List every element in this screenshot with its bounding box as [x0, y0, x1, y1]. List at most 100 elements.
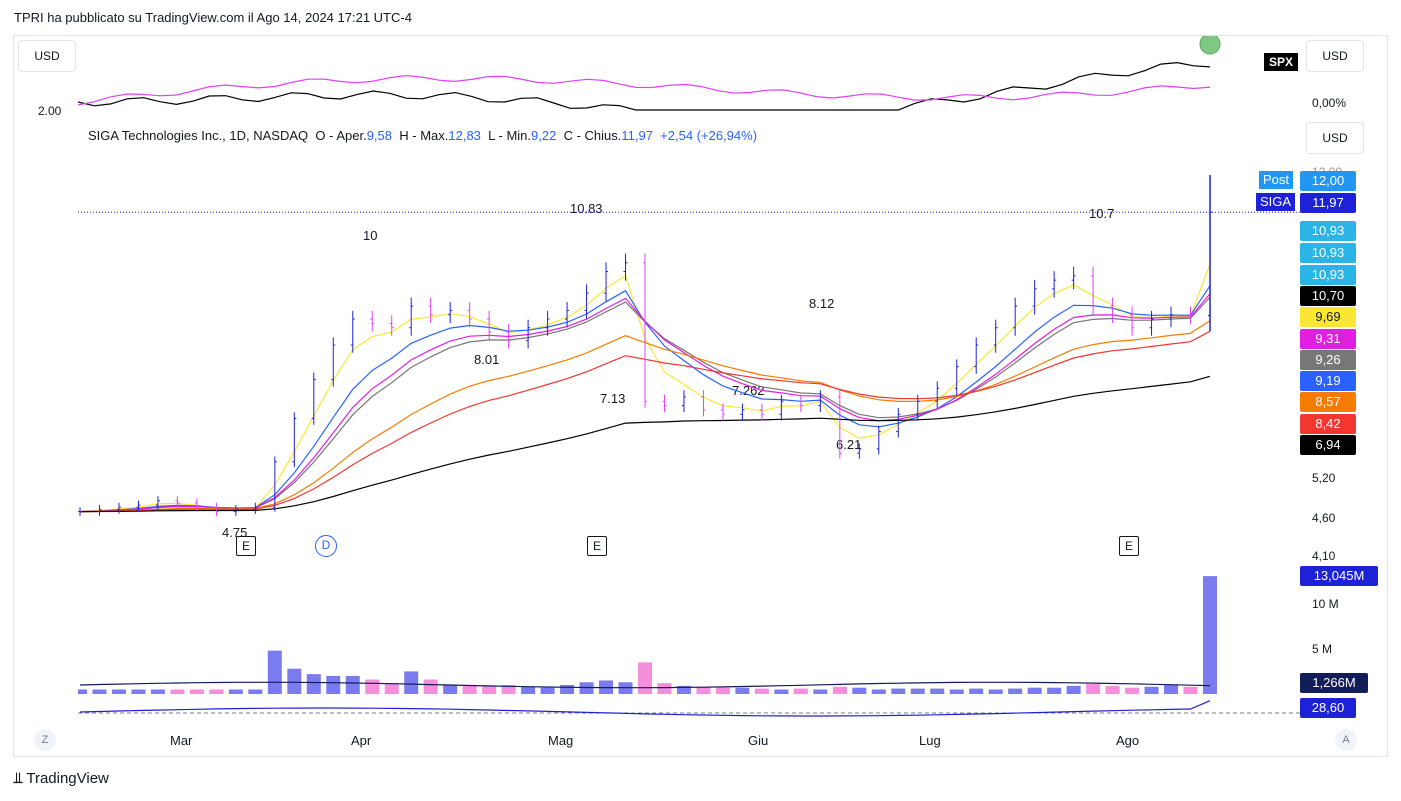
auto-scale-button[interactable]: A — [1335, 729, 1357, 751]
volume-bar — [384, 683, 399, 694]
price-badge: 11,97 — [1300, 193, 1356, 213]
volume-bar — [131, 689, 146, 694]
legend-high-label: H - Max. — [399, 128, 449, 143]
timezone-button[interactable]: Z — [34, 729, 56, 751]
price-badge: 10,93 — [1300, 243, 1356, 263]
legend-low-label: L - Min. — [488, 128, 532, 143]
volume-bar — [462, 684, 477, 694]
price-badge: 8,42 — [1300, 414, 1356, 434]
volume-bar — [1027, 687, 1042, 694]
compare-usd-right-button[interactable]: USD — [1306, 40, 1364, 72]
volume-bar — [988, 689, 1003, 694]
tradingview-brand: ⫫ TradingView — [14, 770, 109, 787]
month-label-mag: Mag — [548, 733, 574, 748]
volume-bar — [1164, 684, 1179, 694]
volume-bar — [754, 688, 769, 694]
annotation-apr-low: 8.01 — [474, 352, 500, 367]
spx-compare-line — [78, 74, 1211, 106]
annotation-may-low: 7.13 — [600, 391, 626, 406]
ma-black-line — [79, 375, 1211, 513]
axis-tick-5-20: 5,20 — [1312, 471, 1336, 485]
spx-symbol-tag: SPX — [1264, 53, 1298, 71]
volume-bar — [443, 684, 458, 694]
volume-bar — [930, 688, 945, 694]
volume-bar — [287, 668, 302, 694]
volume-bar — [1086, 684, 1101, 694]
post-tag: Post — [1259, 171, 1294, 189]
volume-bar — [189, 689, 204, 694]
volume-tick-5m: 5 M — [1312, 642, 1333, 656]
compare-end-marker — [1199, 36, 1221, 55]
volume-bar — [871, 689, 886, 694]
annotation-jun-high: 8.12 — [809, 296, 835, 311]
siga-tag: SIGA — [1256, 193, 1296, 211]
compare-chart — [78, 36, 1221, 111]
volume-bar — [793, 688, 808, 694]
volume-bar — [715, 687, 730, 694]
volume-bar — [267, 650, 282, 694]
publish-header: TPRI ha pubblicato su TradingView.com il… — [14, 10, 412, 25]
volume-bar — [774, 689, 789, 694]
volume-bar — [638, 662, 652, 694]
volume-bar — [423, 679, 438, 694]
legend-open-label: O - Aper. — [315, 128, 367, 143]
oscillator-badge: 28,60 — [1300, 698, 1356, 718]
volume-bar — [150, 689, 165, 694]
volume-bar — [1105, 685, 1120, 694]
compare-left-value: 2.00 — [38, 104, 62, 118]
volume-bar — [501, 684, 516, 694]
axis-tick-4-60: 4,60 — [1312, 511, 1336, 525]
volume-bar — [852, 687, 867, 694]
price-badge: 10,70 — [1300, 286, 1356, 306]
volume-bar — [696, 686, 711, 694]
chart-frame — [13, 35, 1388, 757]
tradingview-brand-text: TradingView — [26, 770, 109, 787]
earnings-event-marker[interactable]: E — [587, 536, 607, 556]
month-label-apr: Apr — [351, 733, 372, 748]
annotation-jul-high: 10.7 — [1089, 206, 1115, 221]
earnings-event-marker[interactable]: E — [236, 536, 256, 556]
volume-bar — [306, 674, 321, 694]
volume-bar — [170, 689, 185, 694]
legend-change: +2,54 (+26,94%) — [660, 128, 758, 143]
oscillator-line — [79, 700, 1211, 717]
oscillator-chart — [78, 700, 1300, 717]
volume-bar — [228, 689, 243, 694]
price-badge: 9,69 — [1300, 307, 1356, 327]
annotation-jun-low-2: 6.21 — [836, 437, 862, 452]
volume-bar — [1047, 687, 1062, 694]
volume-bar — [579, 682, 594, 694]
volume-bar — [78, 689, 87, 694]
volume-bar — [404, 671, 419, 694]
volume-avg-badge: 1,266M — [1300, 673, 1368, 693]
volume-bar — [540, 687, 555, 694]
volume-average-line — [79, 681, 1211, 689]
month-label-lug: Lug — [919, 733, 941, 748]
volume-bar — [521, 686, 536, 694]
earnings-event-marker[interactable]: E — [1119, 536, 1139, 556]
price-badge: 12,00 — [1300, 171, 1356, 191]
price-legend: SIGA Technologies Inc., 1D, NASDAQ O - A… — [88, 128, 757, 143]
compare-usd-left-button[interactable]: USD — [18, 40, 76, 72]
volume-bar — [111, 689, 126, 694]
volume-tick-10m: 10 M — [1312, 597, 1339, 611]
price-chart — [78, 175, 1300, 516]
volume-bar — [248, 689, 263, 694]
dividend-event-marker[interactable]: D — [315, 535, 337, 557]
price-badge: 9,19 — [1300, 371, 1356, 391]
legend-high-value: 12,83 — [448, 128, 481, 143]
price-badge: 8,57 — [1300, 392, 1356, 412]
volume-bar — [1008, 688, 1023, 694]
volume-bar — [676, 685, 691, 694]
annotation-apr-high: 10 — [363, 228, 378, 243]
price-usd-button[interactable]: USD — [1306, 122, 1364, 154]
price-badge: 10,93 — [1300, 265, 1356, 285]
volume-bar — [326, 675, 341, 694]
volume-bar — [345, 675, 360, 694]
volume-bar — [891, 688, 906, 694]
annotation-jun-low: 7.262 — [732, 383, 765, 398]
compare-pct-label: 0,00% — [1312, 96, 1347, 110]
volume-chart — [78, 576, 1217, 694]
legend-open-value: 9,58 — [366, 128, 393, 143]
volume-bar — [832, 686, 847, 694]
